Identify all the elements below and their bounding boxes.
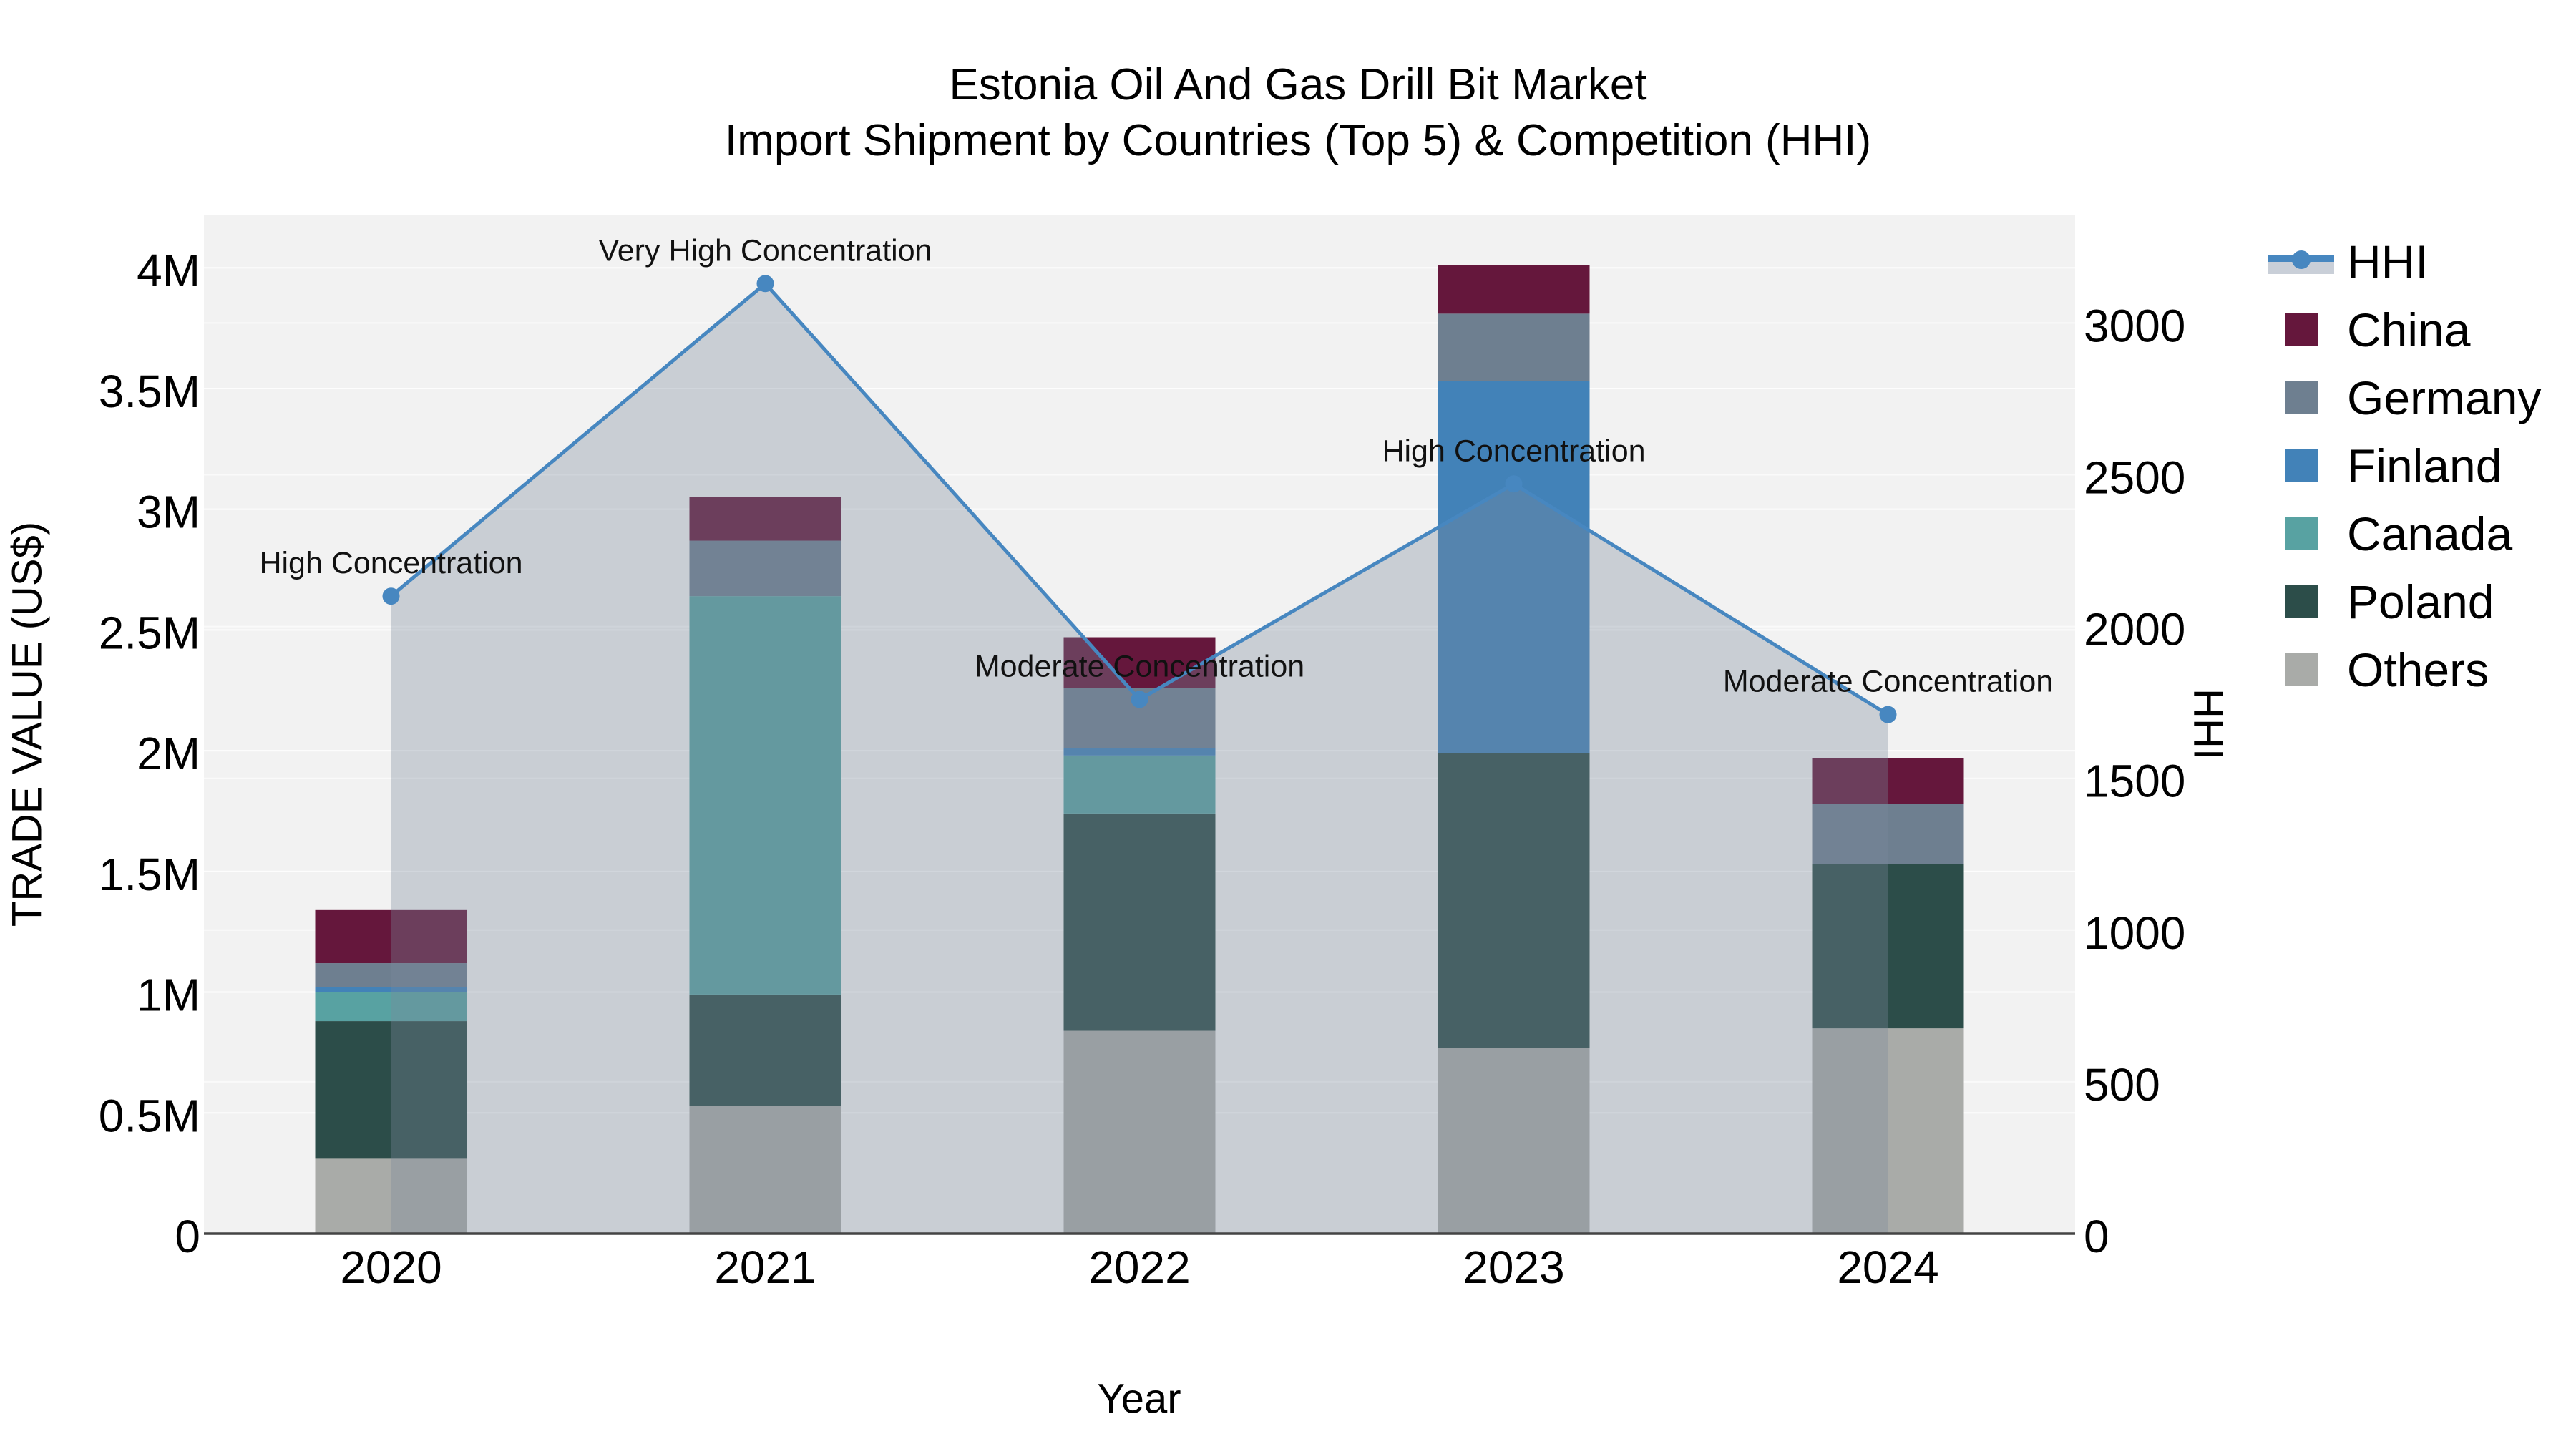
hhi-line-icon <box>2268 240 2334 283</box>
legend-label: Poland <box>2347 575 2494 628</box>
y-left-tick-1.5M: 1.5M <box>99 849 200 900</box>
bar-segment-finland-2020 <box>315 987 467 992</box>
legend-label: Canada <box>2347 507 2513 560</box>
bar-segment-poland-2022 <box>1063 813 1216 1031</box>
color-swatch <box>2285 585 2318 618</box>
hhi-marker-dot-icon <box>2292 250 2311 269</box>
y-axis-right-label: HHI <box>2185 688 2232 760</box>
x-tick-2023: 2023 <box>1463 1241 1564 1293</box>
color-swatch <box>2285 313 2318 346</box>
legend-label: Germany <box>2347 371 2542 424</box>
legend-label: China <box>2347 303 2471 356</box>
hhi-marker-2022 <box>1131 691 1148 708</box>
bar-segment-poland-2020 <box>315 1021 467 1159</box>
y-left-tick-4M: 4M <box>137 245 200 296</box>
y-left-tick-0: 0 <box>175 1211 200 1262</box>
color-swatch <box>2285 449 2318 482</box>
hhi-marker-2020 <box>382 587 400 605</box>
bar-segment-poland-2024 <box>1812 864 1964 1029</box>
legend-label: Finland <box>2347 439 2502 492</box>
bar-segment-others-2024 <box>1812 1028 1964 1234</box>
x-tick-2024: 2024 <box>1837 1241 1938 1293</box>
y-left-tick-2.5M: 2.5M <box>99 607 200 658</box>
legend-item-finland: Finland <box>2268 431 2541 499</box>
bar-segment-germany-2020 <box>315 963 467 987</box>
legend-swatch-icon <box>2268 376 2334 419</box>
annotation-2020: High Concentration <box>259 546 522 580</box>
color-swatch <box>2285 653 2318 686</box>
x-tick-2022: 2022 <box>1088 1241 1190 1293</box>
bar-segment-finland-2022 <box>1063 748 1216 756</box>
bar-segment-germany-2023 <box>1438 313 1590 381</box>
bar-segment-finland-2023 <box>1438 381 1590 753</box>
legend-item-germany: Germany <box>2268 364 2541 431</box>
annotation-2023: High Concentration <box>1382 434 1645 468</box>
bar-segment-china-2020 <box>315 909 467 964</box>
bar-segment-china-2021 <box>689 497 841 541</box>
x-axis-label: Year <box>1097 1375 1181 1423</box>
y-right-tick-2500: 2500 <box>2084 452 2185 504</box>
bar-segment-canada-2020 <box>315 992 467 1022</box>
color-swatch <box>2285 517 2318 550</box>
bar-segment-poland-2021 <box>689 994 841 1106</box>
color-swatch <box>2285 381 2318 414</box>
hhi-marker-2024 <box>1879 706 1897 723</box>
legend-label: Others <box>2347 643 2489 696</box>
legend-item-china: China <box>2268 296 2541 364</box>
legend-item-poland: Poland <box>2268 567 2541 635</box>
bar-segment-others-2021 <box>689 1106 841 1234</box>
y-right-tick-1000: 1000 <box>2084 907 2185 959</box>
bar-segment-germany-2021 <box>689 540 841 597</box>
legend-swatch-icon <box>2268 512 2334 555</box>
y-left-tick-0.5M: 0.5M <box>99 1090 200 1141</box>
hhi-area-fill <box>391 283 1888 1234</box>
bar-segment-others-2022 <box>1063 1030 1216 1234</box>
hhi-marker-2023 <box>1505 475 1523 493</box>
bar-segment-canada-2022 <box>1063 755 1216 814</box>
y-right-tick-0: 0 <box>2084 1211 2109 1262</box>
legend-item-others: Others <box>2268 635 2541 703</box>
chart-title-line1: Estonia Oil And Gas Drill Bit Market <box>949 60 1647 109</box>
y-right-tick-3000: 3000 <box>2084 300 2185 351</box>
annotation-2024: Moderate Concentration <box>1723 665 2053 699</box>
legend-swatch-icon <box>2268 580 2334 623</box>
legend-swatch-icon <box>2268 648 2334 691</box>
legend-item-canada: Canada <box>2268 499 2541 567</box>
bar-segment-poland-2023 <box>1438 753 1590 1048</box>
y-right-tick-2000: 2000 <box>2084 604 2185 655</box>
annotation-2022: Moderate Concentration <box>975 649 1304 683</box>
bar-segment-others-2023 <box>1438 1048 1590 1234</box>
y-right-tick-1500: 1500 <box>2084 756 2185 807</box>
chart-title: Estonia Oil And Gas Drill Bit Market Imp… <box>725 57 1871 169</box>
x-tick-2021: 2021 <box>714 1241 816 1293</box>
bar-segment-canada-2021 <box>689 596 841 995</box>
annotation-2021: Very High Concentration <box>598 233 932 268</box>
y-left-tick-3M: 3M <box>137 487 200 538</box>
x-tick-2020: 2020 <box>340 1241 441 1293</box>
legend: HHI China Germany Finland Canada Poland Others <box>2268 228 2541 703</box>
legend-swatch-icon <box>2268 444 2334 487</box>
bar-segment-china-2024 <box>1812 758 1964 804</box>
y-right-tick-500: 500 <box>2084 1059 2160 1111</box>
legend-label: HHI <box>2347 235 2429 288</box>
y-left-tick-3.5M: 3.5M <box>99 366 200 417</box>
hhi-marker-2021 <box>756 275 774 293</box>
legend-item-hhi: HHI <box>2268 228 2541 296</box>
y-axis-left-label: TRADE VALUE (US$) <box>4 521 51 927</box>
chart-title-line2: Import Shipment by Countries (Top 5) & C… <box>724 116 1872 165</box>
y-left-tick-2M: 2M <box>137 728 200 779</box>
bar-segment-china-2023 <box>1438 265 1590 314</box>
bar-segment-germany-2024 <box>1812 804 1964 864</box>
legend-swatch-icon <box>2268 308 2334 351</box>
bar-segment-others-2020 <box>315 1158 467 1234</box>
y-left-tick-1M: 1M <box>137 970 200 1021</box>
